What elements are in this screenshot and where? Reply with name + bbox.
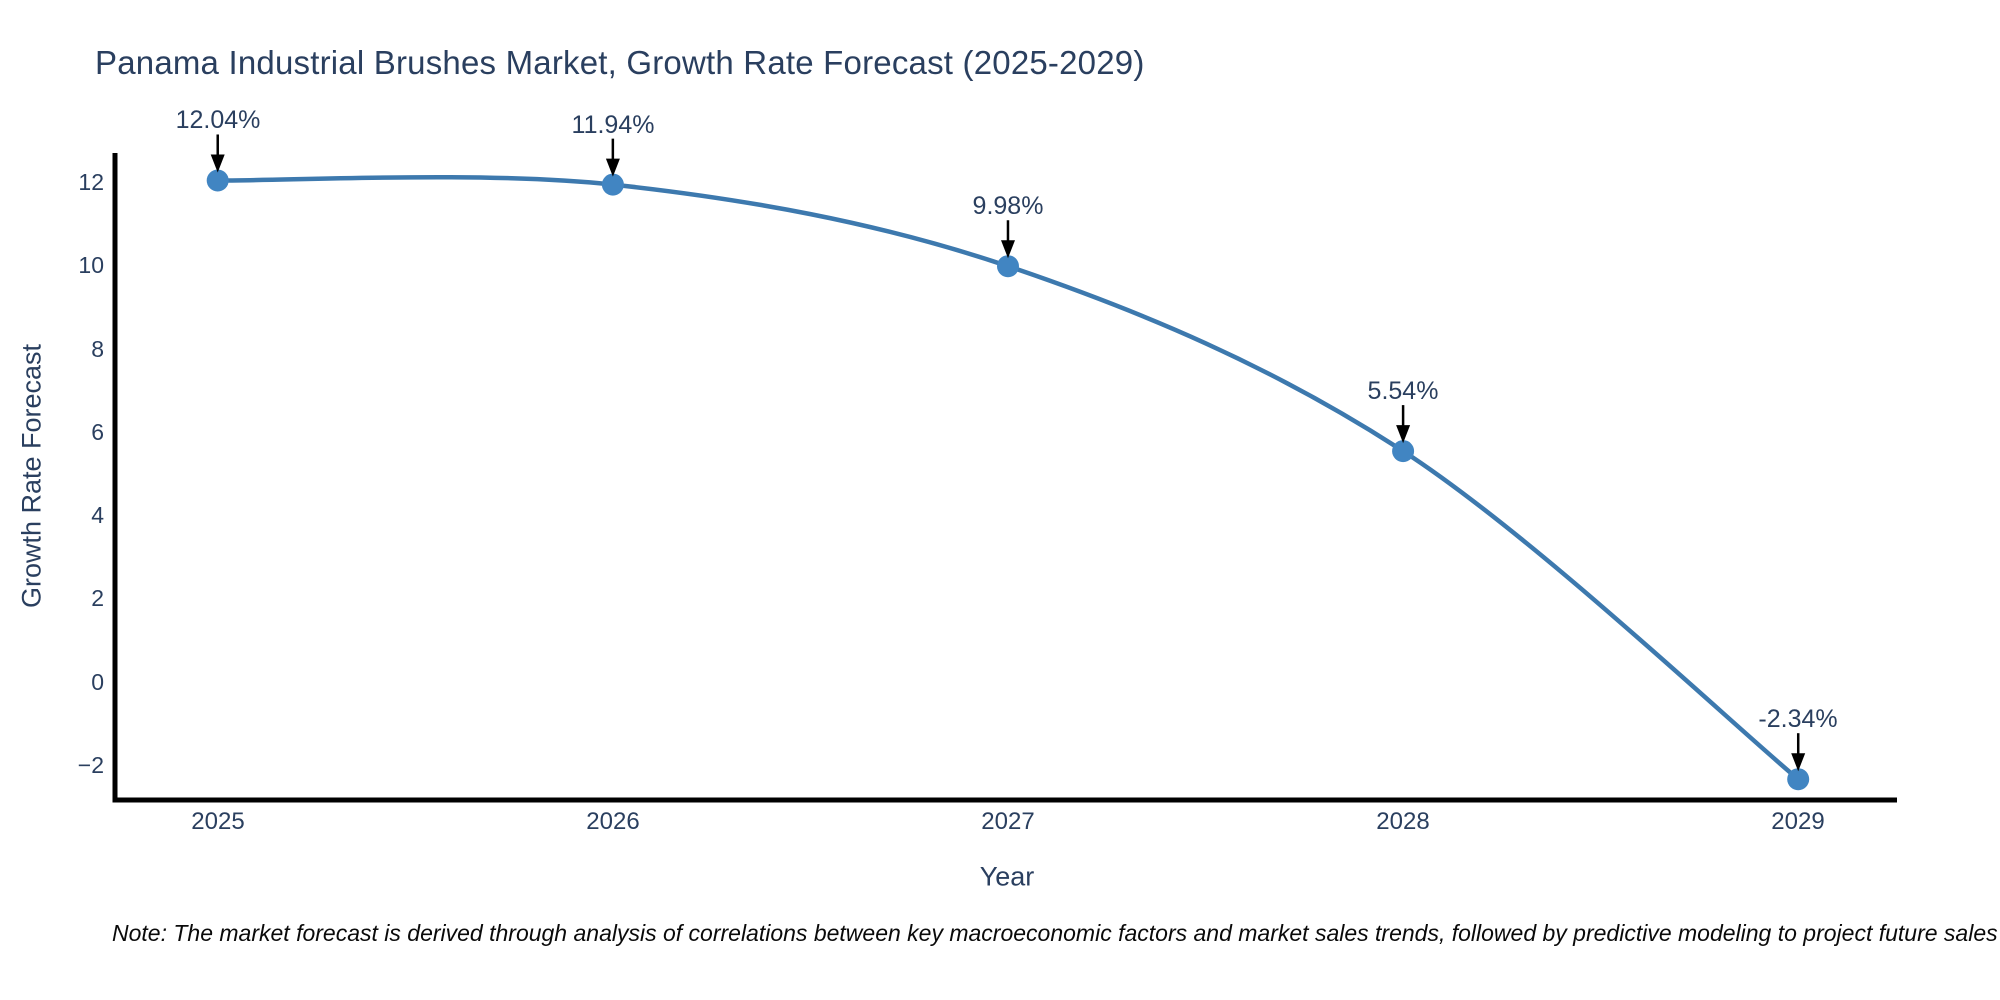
y-axis-title: Growth Rate Forecast [16, 343, 47, 609]
y-tick-label: 12 [78, 169, 104, 195]
x-tick-label: 2029 [1771, 808, 1825, 835]
data-point-marker [601, 173, 624, 196]
annotation-arrow-head [210, 154, 225, 173]
data-point-marker [1392, 440, 1415, 463]
x-tick-label: 2026 [586, 808, 640, 835]
annotation-arrow-head [1001, 240, 1015, 259]
data-point-marker [997, 255, 1019, 278]
y-tick-label: 6 [91, 419, 104, 445]
x-axis-title: Year [979, 861, 1035, 892]
y-tick-label: 2 [91, 585, 104, 611]
data-point-marker [206, 169, 229, 192]
x-tick-label: 2027 [981, 808, 1035, 835]
y-tick-label: 8 [91, 336, 104, 362]
y-tick-label: 4 [91, 502, 104, 528]
annotation-arrow-head [605, 158, 620, 177]
point-annotation: 11.94% [571, 111, 655, 139]
point-annotation: 12.04% [175, 106, 261, 134]
annotation-arrow-head [1791, 753, 1806, 772]
annotation-arrow-head [1396, 425, 1411, 444]
chart-title: Panama Industrial Brushes Market, Growth… [95, 44, 1145, 81]
x-tick-label: 2025 [191, 808, 245, 835]
point-annotation: 5.54% [1367, 377, 1439, 405]
x-tick-label: 2028 [1376, 808, 1430, 835]
y-tick-label: −2 [77, 752, 104, 778]
y-tick-label: 10 [78, 252, 104, 278]
point-annotation: -2.34% [1758, 705, 1838, 733]
data-point-marker [1787, 768, 1810, 791]
footnote: Note: The market forecast is derived thr… [112, 920, 1998, 946]
y-tick-label: 0 [91, 669, 104, 695]
point-annotation: 9.98% [972, 192, 1044, 220]
